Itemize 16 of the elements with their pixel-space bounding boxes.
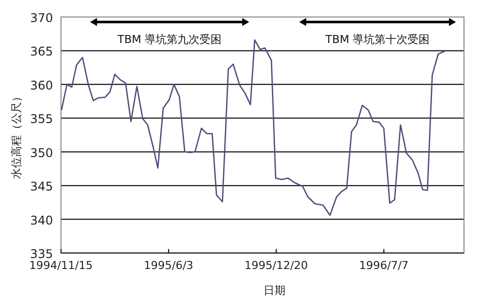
y-tick-label: 340 — [30, 213, 53, 228]
y-tick-label: 360 — [30, 78, 53, 92]
y-tick-label: 335 — [30, 247, 53, 261]
x-axis-title: 日期 — [264, 284, 286, 297]
y-tick-label: 350 — [30, 146, 53, 160]
y-tick-label: 370 — [30, 11, 53, 25]
y-tick-label: 365 — [30, 44, 53, 59]
x-tick-label: 1995/6/3 — [144, 259, 194, 272]
y-tick-label: 355 — [30, 112, 53, 126]
x-tick-label: 1995/12/20 — [244, 259, 308, 272]
y-tick-label: 345 — [30, 180, 53, 194]
x-tick-label: 1994/11/15 — [29, 259, 93, 272]
annotation: TBM 導坑第十次受困 — [324, 33, 430, 46]
y-axis-title: 水位高程（公尺） — [10, 91, 23, 179]
annotation: TBM 導坑第九次受困 — [116, 33, 222, 46]
x-tick-label: 1996/7/7 — [359, 259, 409, 272]
